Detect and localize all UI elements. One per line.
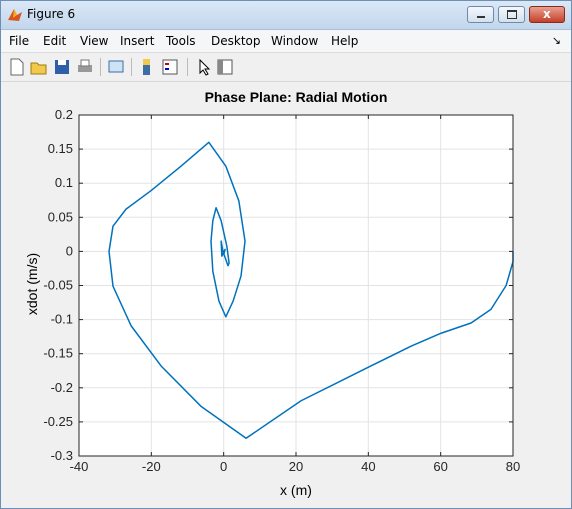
- x-tick-label: 40: [361, 459, 375, 474]
- print-button[interactable]: [75, 57, 95, 77]
- x-tick-label: -40: [70, 459, 89, 474]
- menu-item[interactable]: Help: [331, 34, 359, 48]
- legend-button[interactable]: [160, 57, 180, 77]
- colorbar-button[interactable]: [137, 57, 157, 77]
- app-icon: [8, 9, 22, 21]
- menu-dock-arrow[interactable]: ↘: [551, 34, 561, 47]
- menu-item[interactable]: Tools: [166, 34, 196, 48]
- separator: [187, 58, 188, 76]
- maximize-button[interactable]: [498, 6, 525, 23]
- y-tick-label: -0.1: [51, 312, 73, 327]
- y-tick-label: 0.15: [48, 141, 73, 156]
- y-tick-label: 0: [66, 243, 73, 258]
- y-tick-label: 0.1: [55, 175, 73, 190]
- y-tick-label: -0.15: [43, 346, 73, 361]
- menu-bar: ↘ File Edit View Insert Tools Desktop Window He…: [1, 30, 571, 53]
- y-tick-label: 0.05: [48, 209, 73, 224]
- menu-item[interactable]: Edit: [43, 34, 67, 48]
- y-tick-label: -0.05: [43, 278, 73, 293]
- menu-item[interactable]: Window: [271, 34, 319, 48]
- x-tick-label: 60: [433, 459, 447, 474]
- separator: [131, 58, 132, 76]
- title-bar: Figure 6 x: [1, 1, 571, 30]
- save-button[interactable]: [52, 57, 72, 77]
- axes-box: [78, 114, 514, 457]
- x-tick-label: 80: [506, 459, 520, 474]
- chart-title: Phase Plane: Radial Motion: [205, 89, 388, 105]
- x-tick-label: 0: [220, 459, 227, 474]
- menu-item[interactable]: File: [9, 34, 30, 48]
- property-editor-button[interactable]: [215, 57, 235, 77]
- link-plot-button[interactable]: [106, 57, 126, 77]
- close-button[interactable]: x: [529, 6, 565, 23]
- y-tick-label: -0.2: [51, 380, 73, 395]
- minimize-button[interactable]: [467, 6, 494, 23]
- chart: Phase Plane: Radial Motion x (m) xdot (m…: [24, 89, 520, 498]
- menu-item[interactable]: View: [80, 34, 109, 48]
- open-file-button[interactable]: [29, 57, 49, 77]
- x-tick-label: 20: [289, 459, 303, 474]
- y-tick-label: -0.25: [43, 414, 73, 429]
- menu-item[interactable]: Desktop: [211, 34, 261, 48]
- menu-item[interactable]: Insert: [120, 34, 155, 48]
- toolbar: [1, 53, 571, 82]
- new-figure-button[interactable]: [7, 57, 27, 77]
- x-axis-label: x (m): [280, 482, 312, 498]
- window-title: Figure 6: [27, 7, 76, 21]
- separator: [100, 58, 101, 76]
- data-line: [108, 141, 514, 440]
- y-axis-label: xdot (m/s): [24, 253, 40, 315]
- y-tick-label: 0.2: [55, 107, 73, 122]
- edit-plot-button[interactable]: [194, 57, 214, 77]
- x-tick-label: -20: [142, 459, 161, 474]
- y-tick-label: -0.3: [51, 448, 73, 463]
